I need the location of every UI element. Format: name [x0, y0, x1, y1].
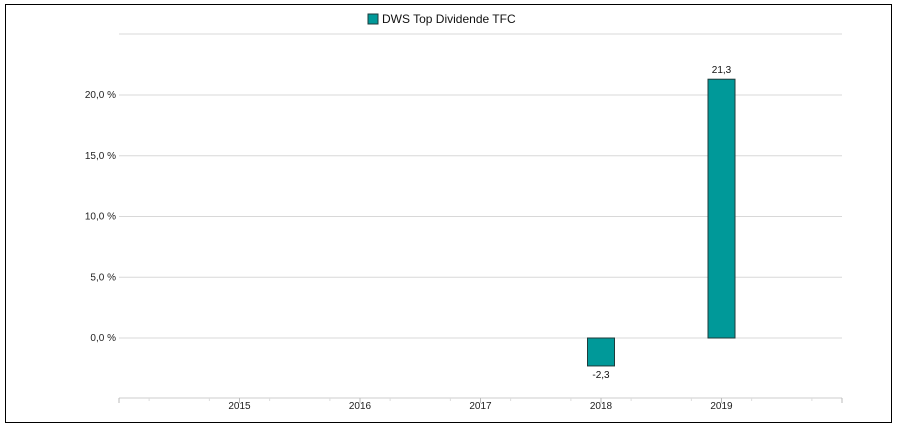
y-tick-label: 15,0 %	[85, 151, 116, 162]
bar-2018	[587, 337, 615, 367]
legend-label: DWS Top Dividende TFC	[382, 12, 516, 26]
data-label: -2,3	[592, 370, 610, 381]
legend: DWS Top Dividende TFC	[367, 12, 516, 26]
y-tick-label: 10,0 %	[85, 212, 116, 223]
bar-2019	[707, 78, 736, 339]
y-tick-label: 20,0 %	[85, 90, 116, 101]
x-tick-label: 2019	[710, 401, 733, 412]
bar-layer	[587, 78, 736, 367]
x-axis	[118, 397, 843, 403]
x-tick-label: 2017	[469, 401, 492, 412]
x-tick-label: 2018	[590, 401, 613, 412]
data-label: 21,3	[712, 65, 732, 76]
legend-swatch	[367, 13, 379, 25]
chart-frame	[5, 4, 892, 423]
x-tick-label: 2016	[349, 401, 372, 412]
x-tick-label: 2015	[228, 401, 251, 412]
y-tick-label: 5,0 %	[90, 272, 116, 283]
label-layer: 0,0 % 5,0 % 10,0 % 15,0 % 20,0 % 2015 2016 2017…	[85, 65, 733, 412]
y-tick-label: 0,0 %	[90, 333, 116, 344]
